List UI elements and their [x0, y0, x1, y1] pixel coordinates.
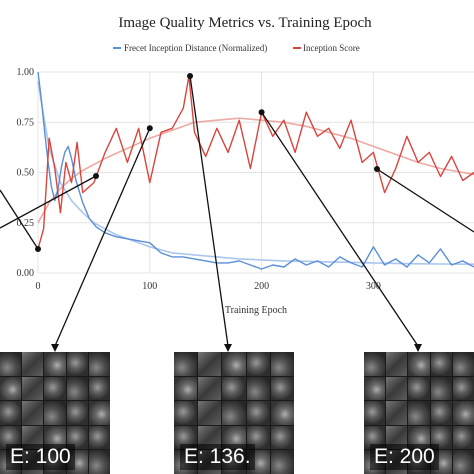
series-line-fid-trend — [37, 81, 474, 265]
thumbnail-epoch-100: E: 100 — [0, 352, 110, 474]
legend-is-label: Inception Score — [303, 43, 360, 53]
y-axis-ticks: 0.00 0.25 0.50 0.75 1.00 — [17, 67, 35, 279]
thumbnail-grid — [0, 352, 110, 474]
annotation-arrowhead — [51, 344, 59, 352]
legend-fid-label: Frecet Inception Distance (Normalized) — [124, 43, 267, 53]
annotation-arrowhead — [224, 344, 232, 352]
series-lines — [37, 71, 474, 270]
series-line-inception-score-trend — [37, 117, 474, 224]
chart-title: Image Quality Metrics vs. Training Epoch — [118, 15, 372, 31]
series-line-fid — [37, 71, 474, 270]
x-tick-label: 200 — [254, 281, 269, 292]
annotation-pointer-line — [261, 111, 419, 347]
grid — [37, 71, 474, 274]
annotation-point — [374, 166, 380, 172]
annotation-pointers — [0, 73, 474, 352]
y-tick-label: 0.75 — [17, 117, 35, 128]
y-tick-label: 0.00 — [17, 268, 35, 279]
annotation-pointer-line — [189, 75, 229, 347]
series-line-inception-score — [37, 75, 474, 250]
y-tick-label: 0.50 — [17, 168, 35, 179]
x-tick-label: 100 — [142, 281, 157, 292]
thumbnail-epoch-200: E: 200 — [364, 352, 474, 474]
thumbnail-epoch-136: E: 136. — [174, 352, 294, 474]
edge-pointer-left-2 — [0, 189, 39, 250]
edge-pointer-left — [0, 175, 97, 229]
thumbnail-grid — [364, 352, 474, 474]
x-tick-label: 300 — [366, 281, 381, 292]
y-tick-label: 1.00 — [17, 67, 35, 78]
x-axis-label: Training Epoch — [225, 305, 287, 316]
annotation-point — [93, 173, 99, 179]
annotation-pointer-line — [54, 128, 151, 347]
annotation-arrowhead — [414, 344, 422, 352]
thumbnail-label: E: 136. — [180, 444, 255, 470]
y-tick-label: 0.25 — [17, 218, 35, 229]
legend: Frecet Inception Distance (Normalized) I… — [113, 43, 360, 53]
thumbnail-label: E: 100 — [6, 444, 75, 470]
edge-pointer-right — [376, 168, 474, 233]
thumbnail-label: E: 200 — [370, 444, 439, 470]
x-axis-ticks: 0 100 200 300 — [36, 281, 381, 292]
annotation-point — [35, 246, 41, 252]
x-tick-label: 0 — [36, 281, 41, 292]
